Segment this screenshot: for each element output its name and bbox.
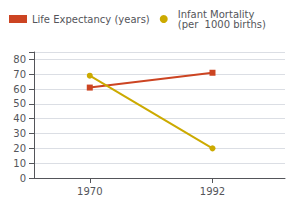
svg-text:60: 60 — [13, 84, 26, 95]
svg-text:80: 80 — [13, 54, 26, 65]
svg-text:Life Expectancy (years): Life Expectancy (years) — [32, 14, 150, 25]
svg-text:1970: 1970 — [77, 186, 102, 197]
svg-text:1992: 1992 — [200, 186, 225, 197]
svg-text:30: 30 — [13, 128, 26, 139]
svg-text:Infant Mortality: Infant Mortality — [177, 8, 255, 20]
svg-text:(per 1000 births): (per 1000 births) — [178, 19, 266, 30]
svg-text:50: 50 — [13, 98, 26, 109]
svg-text:40: 40 — [13, 113, 26, 124]
svg-text:20: 20 — [13, 143, 26, 154]
svg-text:10: 10 — [13, 158, 26, 169]
svg-text:0: 0 — [20, 173, 26, 184]
svg-text:70: 70 — [13, 69, 26, 80]
